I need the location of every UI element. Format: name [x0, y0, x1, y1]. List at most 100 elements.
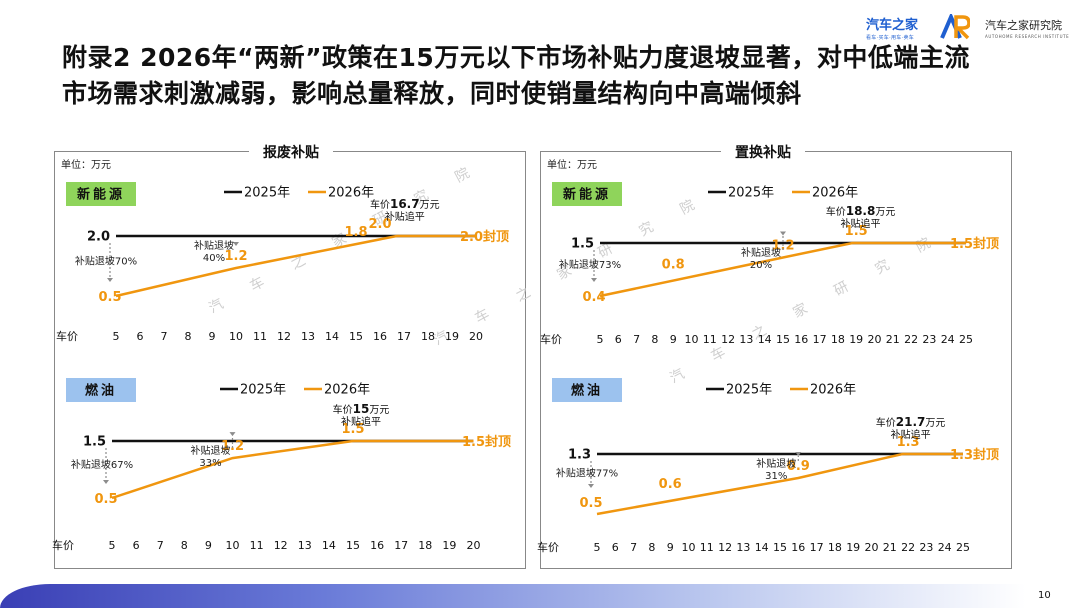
institute-name-en: AUTOHOME RESEARCH INSTITUTE	[985, 34, 1070, 39]
x-tick-label: 18	[831, 333, 845, 346]
retreat-note: 补贴退坡	[741, 246, 781, 259]
x-tick-label: 21	[883, 541, 897, 554]
institute-name: 汽车之家研究院	[985, 19, 1062, 32]
brand-name: 汽车之家	[866, 18, 919, 33]
x-tick-label: 17	[810, 541, 824, 554]
page-number: 10	[1038, 590, 1051, 601]
x-tick-label: 5	[109, 539, 116, 552]
x-tick-label: 24	[941, 333, 955, 346]
x-tick-label: 7	[630, 541, 637, 554]
cap-label: 1.5封顶	[462, 434, 511, 450]
x-tick-label: 19	[442, 539, 456, 552]
price-note-line2: 补贴追平	[385, 210, 425, 223]
x-tick-label: 10	[229, 330, 243, 343]
category-badge-label: 新能源	[563, 187, 611, 203]
x-tick-label: 6	[615, 333, 622, 346]
legend-label: 2025年	[728, 186, 774, 201]
data-label-2026: 0.6	[659, 477, 682, 492]
x-tick-label: 18	[418, 539, 432, 552]
x-tick-label: 21	[886, 333, 900, 346]
category-badge	[552, 378, 622, 402]
institute-logo-text: 汽车之家研究院 AUTOHOME RESEARCH INSTITUTE	[985, 17, 1069, 39]
category-badge-label: 燃油	[85, 383, 117, 399]
retreat-arrow-head	[588, 484, 594, 488]
ar-logo-icon	[940, 14, 970, 40]
x-tick-label: 25	[956, 541, 970, 554]
legend-label: 2026年	[810, 383, 856, 398]
x-tick-label: 18	[421, 330, 435, 343]
x-tick-label: 20	[467, 539, 481, 552]
x-tick-label: 14	[755, 541, 769, 554]
x-tick-label: 17	[397, 330, 411, 343]
series-line-2026	[115, 234, 476, 298]
unit-label: 单位：万元	[547, 160, 597, 171]
x-tick-label: 14	[758, 333, 772, 346]
x-tick-label: 8	[651, 333, 658, 346]
x-tick-label: 22	[901, 541, 915, 554]
data-label-2026: 0.5	[579, 496, 602, 511]
data-label-2026: 0.5	[98, 290, 121, 305]
legend-label: 2025年	[244, 186, 290, 201]
legend-label: 2025年	[240, 383, 286, 398]
x-tick-label: 19	[445, 330, 459, 343]
x-tick-label: 11	[703, 333, 717, 346]
chart-2: 燃油 2025年 2026年1.50.51.21.51.5封顶补贴退坡67%补贴退坡…	[52, 378, 511, 552]
x-tick-label: 20	[469, 330, 483, 343]
retreat-note: 20%	[750, 260, 772, 271]
series-line-2026	[599, 241, 966, 298]
x-tick-label: 15	[776, 333, 790, 346]
data-label-2026: 1.8	[344, 225, 367, 240]
retreat-arrow-head	[107, 278, 113, 282]
autohome-logo: 汽车之家 看车·买车·用车·卖车	[866, 14, 930, 44]
legend-label: 2026年	[328, 186, 374, 201]
x-tick-label: 9	[209, 330, 216, 343]
x-tick-label: 6	[137, 330, 144, 343]
category-badge-label: 燃油	[571, 383, 603, 399]
retreat-note: 补贴退坡77%	[556, 467, 618, 480]
unit-label: 单位：万元	[61, 160, 111, 171]
price-note: 车价21.7万元	[876, 415, 946, 429]
x-tick-label: 13	[301, 330, 315, 343]
chart-3: 新能源 2025年 2026年1.50.40.81.21.51.5封顶补贴退坡73%…	[540, 182, 999, 346]
x-tick-label: 13	[739, 333, 753, 346]
x-tick-label: 25	[959, 333, 973, 346]
brand-tagline: 看车·买车·用车·卖车	[866, 35, 915, 41]
retreat-arrow-head	[103, 480, 109, 484]
x-tick-label: 19	[849, 333, 863, 346]
x-tick-label: 7	[157, 539, 164, 552]
x-tick-label: 10	[685, 333, 699, 346]
x-tick-label: 12	[277, 330, 291, 343]
x-tick-label: 13	[298, 539, 312, 552]
x-tick-label: 11	[250, 539, 264, 552]
category-badge	[66, 378, 136, 402]
retreat-note: 补贴退坡70%	[75, 255, 137, 268]
retreat-arrow-head	[780, 231, 786, 236]
price-note-line2: 补贴追平	[891, 428, 931, 441]
x-tick-label: 5	[113, 330, 120, 343]
x-tick-label: 9	[667, 541, 674, 554]
x-tick-label: 23	[919, 541, 933, 554]
data-label-2026: 0.9	[787, 459, 810, 474]
x-tick-label: 6	[612, 541, 619, 554]
x-tick-label: 17	[394, 539, 408, 552]
x-axis-label: 车价	[537, 540, 559, 554]
retreat-note: 补贴退坡73%	[559, 258, 621, 271]
x-tick-label: 16	[791, 541, 805, 554]
legend-label: 2025年	[726, 383, 772, 398]
legend-label: 2026年	[324, 383, 370, 398]
x-tick-label: 16	[373, 330, 387, 343]
price-note: 车价16.7万元	[370, 197, 440, 211]
retreat-arrow-head	[795, 452, 802, 456]
x-tick-label: 8	[181, 539, 188, 552]
x-tick-label: 23	[922, 333, 936, 346]
retreat-arrow-head	[591, 278, 597, 282]
x-axis-label: 车价	[540, 332, 562, 346]
x-tick-label: 12	[718, 541, 732, 554]
x-tick-label: 8	[648, 541, 655, 554]
retreat-note: 40%	[203, 253, 225, 264]
x-tick-label: 17	[813, 333, 827, 346]
data-label-2026: 0.4	[582, 290, 605, 305]
x-tick-label: 11	[253, 330, 267, 343]
